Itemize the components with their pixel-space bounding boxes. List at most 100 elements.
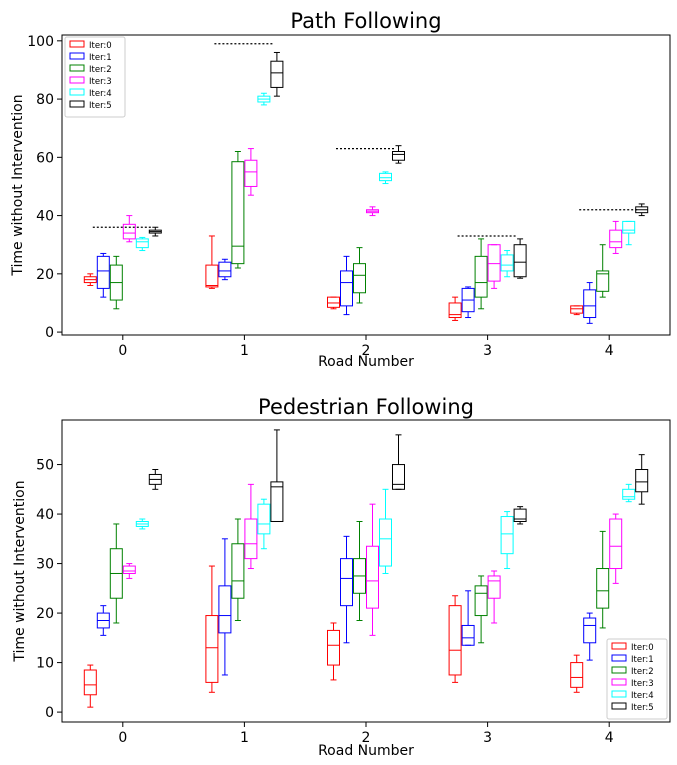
box [609,229,623,249]
box [474,585,488,617]
x-tick-label: 2 [362,343,371,359]
legend-swatch [611,666,627,674]
box [379,172,392,182]
x-tick-label: 2 [362,730,371,746]
y-axis-label: Time without Intervention [12,480,28,662]
box [244,518,258,560]
legend-label: Iter:2 [631,667,654,677]
box [513,244,527,278]
y-tick-label: 80 [36,92,54,108]
box [622,488,636,500]
y-tick-label: 50 [36,458,54,474]
box [83,669,97,696]
legend-frame [606,638,668,720]
box [218,585,232,634]
box [474,255,488,298]
box [487,244,501,282]
y-tick-label: 0 [45,705,54,721]
legend-swatch [69,88,85,96]
y-tick-label: 100 [27,34,54,50]
box [392,151,405,161]
box [366,545,379,609]
y-tick-label: 40 [36,209,54,225]
legend: Iter:0 Iter:1 Iter:2 Iter:3 Iter:4 Iter:5 [606,638,668,720]
box [596,270,610,292]
chart-panel-0: Path Following 0 20 40 60 80 100 0 1 2 3 4 Road Numb… [10,9,671,370]
legend-swatch [69,64,85,72]
box [327,629,340,666]
legend-swatch [611,690,627,698]
box [448,302,462,319]
box [122,223,136,240]
y-tick-label: 0 [45,325,54,341]
x-tick-label: 4 [605,343,614,359]
legend-swatch [611,642,627,650]
x-tick-label: 0 [118,343,127,359]
box [513,508,527,522]
box [392,464,405,490]
box [340,558,353,607]
box [596,568,610,609]
x-tick-label: 3 [483,343,492,359]
box [570,305,584,314]
y-tick-label: 10 [36,656,54,672]
legend-label: Iter:0 [89,41,112,51]
legend-swatch [611,654,627,662]
chart-title: Path Following [290,9,441,33]
legend-swatch [69,100,85,108]
box [327,296,340,308]
legend-label: Iter:3 [631,679,654,689]
y-tick-label: 20 [36,606,54,622]
chart-panel-1: Pedestrian Following 0 10 20 30 40 50 0 1 2 3 4 Road… [12,395,671,759]
x-tick-label: 1 [240,730,249,746]
y-tick-label: 20 [36,267,54,283]
box [609,518,623,570]
x-tick-label: 0 [118,730,127,746]
legend-swatch [69,52,85,60]
legend-label: Iter:3 [89,77,112,87]
x-tick-label: 1 [240,343,249,359]
box [231,543,245,599]
legend-label: Iter:5 [631,703,654,713]
box [218,261,232,278]
box [570,662,584,688]
legend-swatch [611,678,627,686]
legend-label: Iter:0 [631,643,654,653]
y-tick-label: 60 [36,150,54,166]
box [635,469,649,493]
box [205,615,219,683]
box [353,263,366,294]
legend-frame [64,36,126,118]
chart-title: Pedestrian Following [258,395,474,419]
legend-swatch [69,76,85,84]
box [500,254,514,272]
box [583,617,597,644]
legend-label: Iter:1 [89,53,112,63]
y-tick-label: 40 [36,507,54,523]
legend-label: Iter:1 [631,655,654,665]
y-axis-label: Time without Intervention [10,94,26,276]
y-tick-label: 30 [36,557,54,573]
box [379,518,392,567]
box [257,503,271,535]
x-axis-label: Road Number [318,743,414,759]
plot-frame [61,34,671,336]
box [500,516,514,555]
legend-swatch [69,40,85,48]
legend: Iter:0 Iter:1 Iter:2 Iter:3 Iter:4 Iter:5 [64,36,126,118]
legend-label: Iter:5 [89,101,112,111]
x-tick-label: 4 [605,730,614,746]
box [340,270,353,307]
box [205,264,219,288]
legend-label: Iter:4 [89,89,112,99]
box [96,255,110,289]
box [448,605,462,676]
legend-label: Iter:2 [89,65,112,75]
box [270,60,284,88]
plot-frame [61,419,671,723]
box [622,220,636,234]
box [461,624,475,646]
x-axis-label: Road Number [318,354,414,370]
legend-swatch [611,702,627,710]
